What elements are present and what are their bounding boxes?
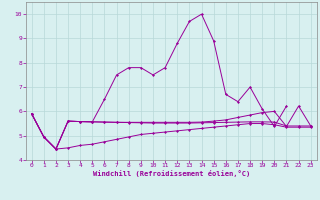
X-axis label: Windchill (Refroidissement éolien,°C): Windchill (Refroidissement éolien,°C) <box>92 170 250 177</box>
